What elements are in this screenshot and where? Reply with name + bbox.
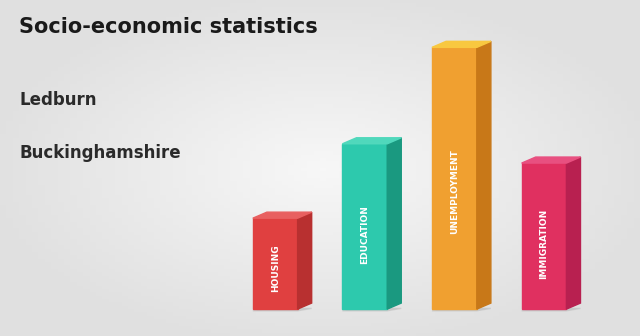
- Polygon shape: [342, 138, 401, 144]
- Polygon shape: [566, 157, 580, 309]
- Polygon shape: [253, 218, 298, 309]
- Text: UNEMPLOYMENT: UNEMPLOYMENT: [450, 149, 459, 234]
- Polygon shape: [387, 138, 401, 309]
- Polygon shape: [342, 144, 387, 309]
- Polygon shape: [253, 308, 312, 311]
- Polygon shape: [342, 308, 401, 311]
- Polygon shape: [432, 47, 477, 309]
- Text: Socio-economic statistics: Socio-economic statistics: [19, 17, 318, 37]
- Polygon shape: [298, 212, 312, 309]
- Polygon shape: [522, 308, 580, 311]
- Polygon shape: [522, 157, 580, 163]
- Text: EDUCATION: EDUCATION: [360, 205, 369, 264]
- Polygon shape: [522, 163, 566, 309]
- Polygon shape: [432, 41, 491, 47]
- Text: Ledburn: Ledburn: [19, 91, 97, 109]
- Polygon shape: [253, 212, 312, 218]
- Text: Buckinghamshire: Buckinghamshire: [19, 144, 181, 163]
- Polygon shape: [477, 41, 491, 309]
- Polygon shape: [432, 308, 491, 311]
- Text: HOUSING: HOUSING: [271, 244, 280, 292]
- Text: IMMIGRATION: IMMIGRATION: [540, 208, 548, 279]
